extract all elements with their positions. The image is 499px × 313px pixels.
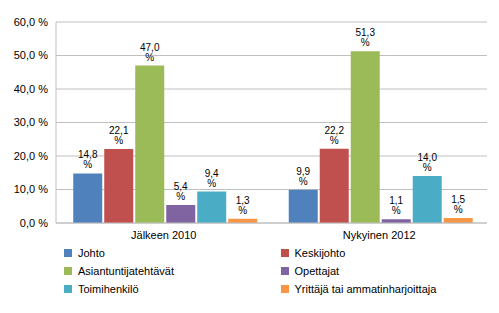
svg-text:14,8%: 14,8% xyxy=(78,149,98,170)
html-text:Keskijohto: Keskijohto xyxy=(294,247,346,259)
svg-text:40,0 %: 40,0 % xyxy=(14,83,48,95)
html-text:Opettajat: Opettajat xyxy=(294,265,340,277)
html-text:Toimihenkilö: Toimihenkilö xyxy=(78,283,139,295)
svg-text:9,9%: 9,9% xyxy=(296,166,310,187)
svg-text:1,5%: 1,5% xyxy=(451,194,465,215)
svg-text:Nykyinen 2012: Nykyinen 2012 xyxy=(343,229,416,241)
svg-text:9,4%: 9,4% xyxy=(205,168,219,189)
svg-text:22,2%: 22,2% xyxy=(325,125,345,146)
svg-text:22,1%: 22,1% xyxy=(109,125,129,146)
svg-text:1,3%: 1,3% xyxy=(236,195,250,216)
svg-text:10,0 %: 10,0 % xyxy=(14,183,48,195)
svg-text:30,0 %: 30,0 % xyxy=(14,116,48,128)
html-text:Asiantuntijatehtävät: Asiantuntijatehtävät xyxy=(78,265,174,277)
svg-text:60,0 %: 60,0 % xyxy=(14,16,48,28)
svg-text:20,0 %: 20,0 % xyxy=(14,150,48,162)
svg-text:5,4%: 5,4% xyxy=(174,181,188,202)
svg-text:47,0%: 47,0% xyxy=(140,42,160,63)
svg-text:0,0 %: 0,0 % xyxy=(20,217,48,229)
svg-text:Jälkeen 2010: Jälkeen 2010 xyxy=(131,229,196,241)
html-text:Johto: Johto xyxy=(78,247,105,259)
svg-text:1,1%: 1,1% xyxy=(389,195,403,216)
svg-text:50,0 %: 50,0 % xyxy=(14,49,48,61)
html-text:Yrittäjä tai ammatinharjoittaj: Yrittäjä tai ammatinharjoittaja xyxy=(294,283,437,295)
svg-text:14,0%: 14,0% xyxy=(418,152,438,173)
svg-text:51,3%: 51,3% xyxy=(356,27,376,48)
